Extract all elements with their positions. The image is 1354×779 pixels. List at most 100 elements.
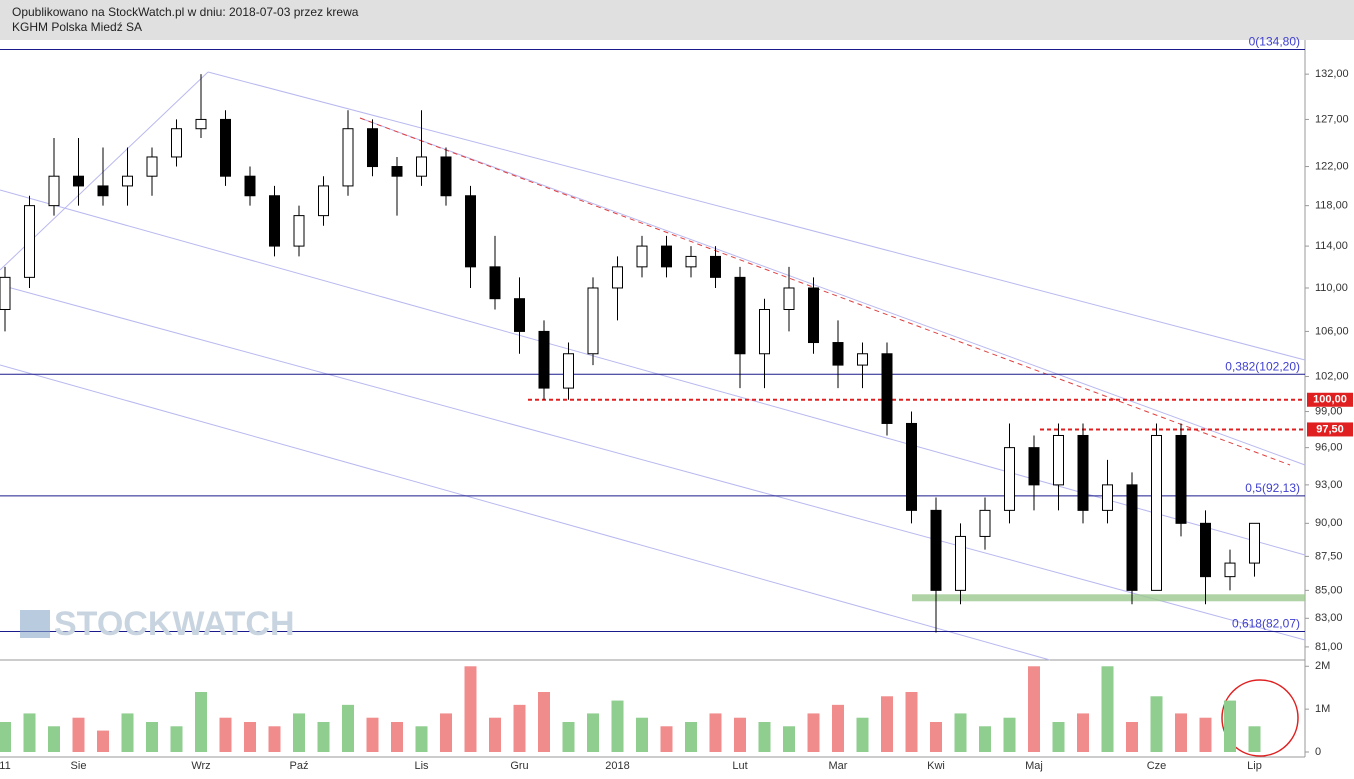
y-tick-label: 122,00: [1315, 160, 1349, 172]
x-tick-label: Paź: [290, 760, 309, 772]
y-tick-label: 90,00: [1315, 517, 1343, 529]
x-tick-label: Wrz: [191, 760, 210, 772]
candle-body: [661, 245, 672, 268]
candle-body: [955, 535, 966, 591]
candle-body: [857, 353, 868, 366]
volume-bar: [366, 717, 379, 752]
candle-body: [1053, 434, 1064, 486]
candle-body: [97, 185, 109, 197]
volume-bar: [954, 713, 967, 752]
header-bar: [0, 0, 1354, 40]
candle-body: [220, 118, 231, 177]
candle-body: [1126, 484, 1138, 591]
volume-bar: [415, 726, 428, 752]
volume-bar: [1224, 700, 1236, 752]
volume-bar: [709, 713, 722, 752]
volume-bar: [513, 704, 526, 752]
volume-bar: [734, 717, 746, 752]
volume-bar: [195, 692, 207, 752]
candle-body: [0, 276, 11, 310]
volume-bar: [685, 722, 697, 752]
support-zone: [912, 594, 1305, 602]
fib-label: 0(134,80): [1249, 35, 1300, 49]
y-tick-label: 127,00: [1315, 113, 1349, 125]
candle-body: [1249, 522, 1260, 564]
candle-body: [930, 509, 942, 591]
volume-bar: [219, 717, 232, 752]
volume-bar: [1003, 717, 1016, 752]
candle-body: [465, 195, 476, 268]
candle-body: [342, 128, 354, 187]
x-tick-label: Lut: [732, 760, 747, 772]
candle-body: [73, 175, 84, 187]
y-tick-label: 132,00: [1315, 68, 1349, 80]
volume-bar: [23, 713, 36, 752]
candle-body: [832, 342, 844, 366]
volume-bar: [0, 722, 11, 752]
x-tick-label: Lip: [1247, 760, 1262, 772]
level-label: 100,00: [1313, 394, 1347, 406]
x-tick-label: Lis: [414, 760, 429, 772]
volume-bar: [783, 726, 795, 752]
candle-body: [881, 353, 893, 424]
candle-body: [1200, 522, 1211, 578]
volume-bar: [268, 726, 281, 752]
x-tick-label: Mar: [829, 760, 848, 772]
candle-body: [1077, 434, 1089, 511]
candle-body: [244, 175, 256, 197]
volume-bar: [881, 696, 893, 752]
x-tick-label: 11: [0, 760, 11, 772]
volume-bar: [317, 722, 330, 752]
candle-body: [710, 255, 721, 278]
y-tick-label: 85,00: [1315, 584, 1343, 596]
volume-bar: [1248, 726, 1261, 752]
volume-bar: [562, 722, 575, 752]
volume-bar: [48, 726, 60, 752]
candle-body: [48, 175, 60, 207]
candle-body: [367, 128, 378, 168]
watermark-text: STOCKWATCH: [54, 605, 295, 643]
y-tick-label: 118,00: [1315, 200, 1348, 212]
candle-body: [538, 330, 550, 389]
candle-body: [122, 175, 133, 187]
y-tick-label: 83,00: [1315, 612, 1343, 624]
y-tick-label: 1M: [1315, 703, 1330, 715]
volume-bar: [807, 713, 820, 752]
y-tick-label: 2M: [1315, 660, 1330, 672]
y-tick-label: 114,00: [1315, 240, 1348, 252]
candle-body: [759, 308, 770, 355]
candle-body: [171, 128, 182, 158]
y-tick-label: 81,00: [1315, 641, 1343, 653]
candle-body: [489, 266, 501, 300]
volume-bar: [1028, 666, 1040, 752]
highlight-circle: [1221, 679, 1299, 757]
volume-bar: [930, 722, 942, 752]
x-tick-label: Gru: [510, 760, 528, 772]
volume-bar: [342, 704, 354, 752]
volume-bar: [758, 722, 771, 752]
candle-body: [783, 287, 795, 310]
volume-bar: [1077, 713, 1089, 752]
level-label: 97,50: [1316, 423, 1344, 435]
candle-body: [1004, 447, 1015, 511]
volume-bar: [832, 704, 844, 752]
volume-bar: [1101, 666, 1114, 752]
candle-body: [563, 353, 574, 389]
candle-body: [587, 287, 599, 355]
x-tick-label: 2018: [605, 760, 629, 772]
volume-bar: [97, 730, 109, 752]
volume-bar: [538, 692, 550, 752]
volume-bar: [440, 713, 452, 752]
candle-body: [391, 166, 403, 177]
x-tick-label: Sie: [71, 760, 87, 772]
candle-body: [269, 195, 280, 247]
watermark: STOCKWATCH: [20, 605, 295, 643]
candle-body: [1224, 562, 1236, 578]
trend-line: [359, 117, 1291, 466]
volume-bar: [1052, 722, 1065, 752]
volume-bar: [489, 717, 501, 752]
candle-body: [1028, 447, 1040, 486]
y-tick-label: 96,00: [1315, 442, 1343, 454]
header-line: KGHM Polska Miedź SA: [12, 20, 142, 34]
